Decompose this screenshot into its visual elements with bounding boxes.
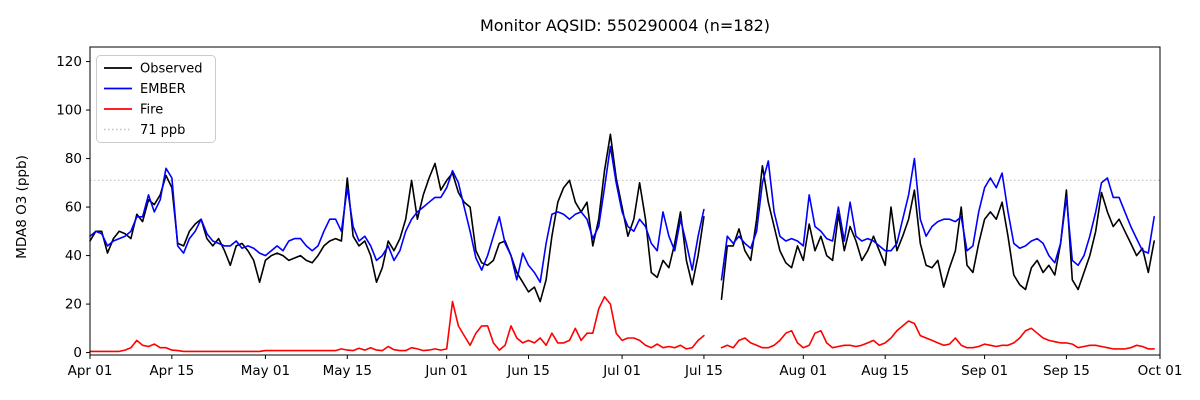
x-tick-label: May 15	[323, 363, 372, 379]
x-tick-label: Jul 15	[684, 363, 723, 379]
x-tick-label: Jun 01	[424, 363, 468, 379]
x-tick-label: Apr 15	[149, 363, 194, 379]
series-observed	[89, 133, 1155, 303]
x-tick-label: Sep 15	[1043, 363, 1090, 379]
series-ember	[89, 145, 1155, 283]
y-axis-label: MDA8 O3 (ppb)	[14, 155, 30, 259]
x-tick-label: Oct 01	[1138, 363, 1183, 379]
y-tick-label: 60	[65, 200, 82, 216]
x-tick-label: Jul 01	[602, 363, 641, 379]
legend-label: Observed	[140, 62, 203, 77]
axes-border	[89, 46, 1161, 356]
y-tick-label: 80	[65, 151, 82, 167]
legend-box	[96, 55, 216, 143]
plot-area: 0 20 40 60 80 100 120 Apr 01 Apr 15 May 01 May 15 J…	[56, 46, 1183, 379]
x-tick-label: Apr 01	[68, 363, 113, 379]
x-tick-label: Sep 01	[961, 363, 1008, 379]
y-tick-label: 120	[56, 54, 82, 70]
legend-label: EMBER	[140, 82, 186, 97]
chart-title: Monitor AQSID: 550290004 (n=182)	[480, 16, 770, 35]
x-tick-label: Aug 01	[779, 363, 827, 379]
legend: Observed EMBER Fire 71 ppb	[96, 55, 216, 143]
x-tick-label: Aug 15	[861, 363, 909, 379]
y-tick-label: 100	[56, 103, 82, 119]
y-tick-label: 0	[73, 345, 82, 361]
y-tick-label: 20	[65, 297, 82, 313]
x-tick-label: May 01	[241, 363, 290, 379]
legend-label: Fire	[140, 103, 163, 118]
y-tick-label: 40	[65, 248, 82, 264]
series-fire	[89, 296, 1155, 353]
x-tick-label: Jun 15	[506, 363, 550, 379]
legend-label: 71 ppb	[140, 123, 185, 138]
